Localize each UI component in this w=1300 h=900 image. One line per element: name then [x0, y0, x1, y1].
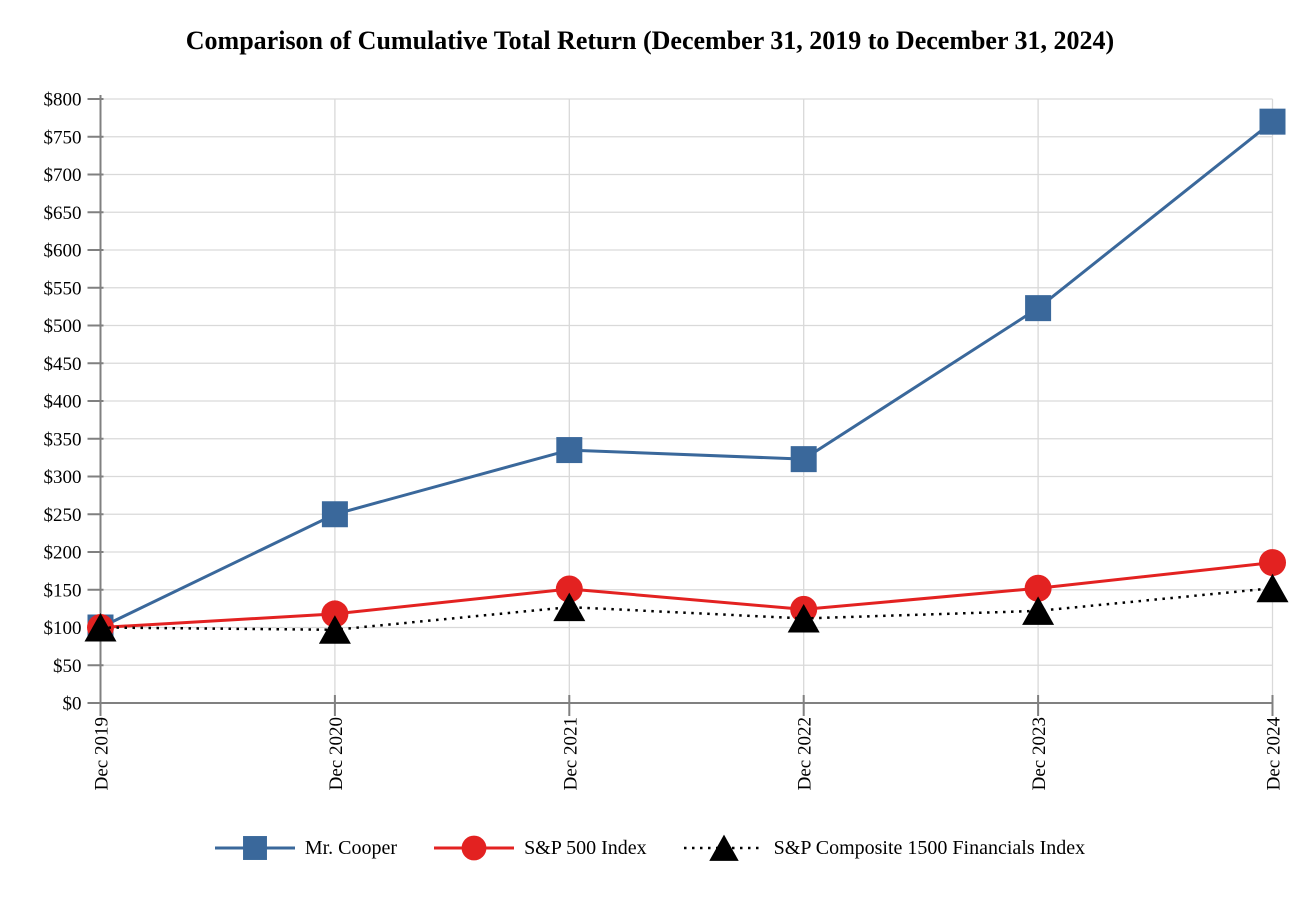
x-axis-label: Dec 2024	[1264, 717, 1285, 791]
marker-triangle-s-p-composite-1500-financials-index	[84, 613, 117, 642]
y-axis-label: $650	[44, 203, 82, 224]
x-axis-label: Dec 2019	[92, 717, 113, 790]
legend-sample-sp500-circle-icon	[434, 831, 515, 865]
marker-square-mr-cooper	[1259, 108, 1286, 135]
y-axis-label: $550	[44, 278, 82, 299]
marker-triangle-s-p-composite-1500-financials-index	[1022, 596, 1055, 625]
marker-circle-s-p-500-index	[555, 575, 583, 603]
y-axis-label: $100	[44, 618, 82, 639]
x-axis-label: Dec 2023	[1029, 717, 1050, 790]
legend-item-mr-cooper: Mr. Cooper	[214, 831, 398, 865]
y-axis-label: $350	[44, 429, 82, 450]
legend-item-sp500-index: S&P 500 Index	[434, 831, 647, 865]
legend-marker-triangle	[708, 834, 739, 861]
chart-plot-area: $0 $50 $100 $150 $200 $250 $300 $350 $400 $450 $50…	[44, 90, 1289, 791]
marker-circle-s-p-500-index	[1024, 574, 1052, 602]
y-axis-label: $200	[44, 543, 82, 564]
legend-item-sp1500-financials-index: S&P Composite 1500 Financials Index	[683, 831, 1086, 865]
series-line-s-p-500-index	[100, 561, 1273, 629]
y-axis-label: $400	[44, 392, 82, 413]
legend-label: S&P Composite 1500 Financials Index	[773, 836, 1086, 859]
y-axis-label: $300	[44, 467, 82, 488]
chart-legend: Mr. Cooper S&P 500 Index S&P Composite 1…	[0, 831, 1300, 865]
marker-square-mr-cooper	[1025, 295, 1052, 322]
marker-circle-s-p-500-index	[1259, 549, 1286, 577]
legend-label: Mr. Cooper	[304, 836, 398, 859]
legend-sample-svg	[683, 834, 764, 861]
marker-triangle-s-p-composite-1500-financials-index	[1256, 573, 1289, 603]
legend-sample-svg	[434, 835, 515, 861]
y-axis-label: $700	[44, 165, 82, 186]
legend-sample-sp1500-triangle-icon	[683, 831, 764, 865]
series-line-s-p-composite-1500-financials-index	[100, 586, 1273, 632]
y-axis-label: $600	[44, 241, 82, 262]
marker-triangle-s-p-composite-1500-financials-index	[787, 603, 820, 633]
x-axis-label: Dec 2021	[560, 717, 581, 790]
x-axis-label: Dec 2020	[326, 717, 347, 790]
y-axis-label: $500	[44, 316, 82, 337]
y-axis-label: $0	[63, 694, 82, 715]
y-axis-label: $150	[44, 580, 82, 601]
marker-triangle-s-p-composite-1500-financials-index	[553, 592, 586, 622]
marker-circle-s-p-500-index	[321, 600, 349, 628]
series-line-mr-cooper	[99, 120, 1274, 629]
chart-title: Comparison of Cumulative Total Return (D…	[185, 26, 1115, 55]
y-axis-label: $450	[44, 354, 82, 375]
x-axis-label: Dec 2022	[795, 717, 816, 790]
y-axis-label: $800	[44, 90, 82, 111]
legend-sample-mr-cooper-square-icon	[214, 831, 295, 865]
y-axis-label: $750	[44, 127, 82, 148]
legend-label: S&P 500 Index	[524, 836, 647, 859]
y-axis-label: $50	[53, 656, 82, 677]
marker-square-mr-cooper	[790, 446, 817, 473]
legend-sample-svg	[214, 836, 295, 860]
marker-square-mr-cooper	[556, 437, 583, 464]
legend-marker-circle	[461, 835, 487, 861]
marker-square-mr-cooper	[321, 501, 348, 528]
legend-marker-square	[242, 836, 267, 860]
y-axis-label: $250	[44, 505, 82, 526]
marker-triangle-s-p-composite-1500-financials-index	[318, 615, 351, 644]
